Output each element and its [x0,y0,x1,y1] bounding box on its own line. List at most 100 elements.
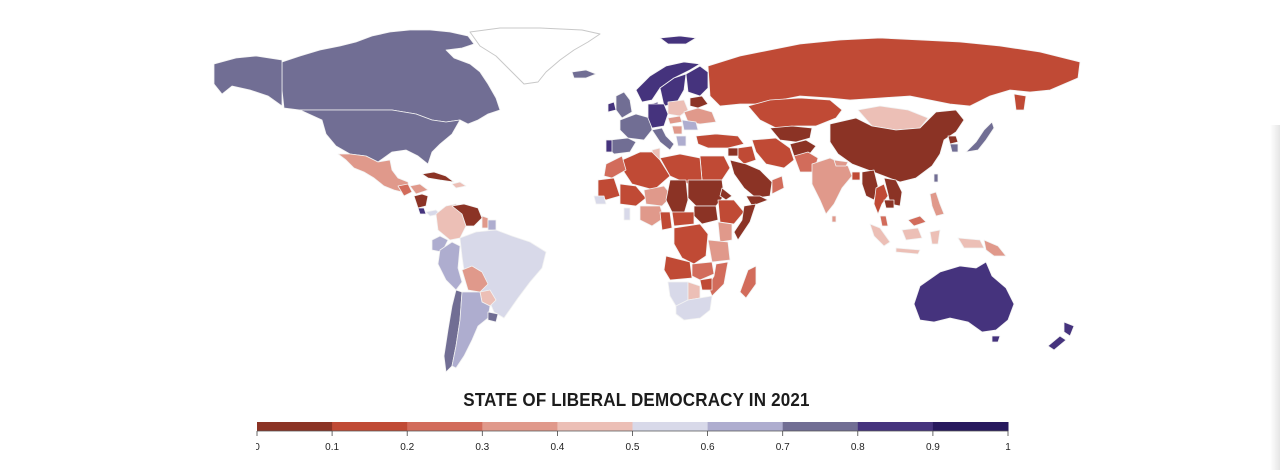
legend-swatch [707,422,784,431]
region-ireland[interactable] [607,101,617,113]
chart-title: STATE OF LIBERAL DEMOCRACY IN 2021 [463,389,810,410]
region-myanmar[interactable] [861,169,879,201]
region-tanzania[interactable] [707,239,731,263]
region-south-korea[interactable] [949,143,959,153]
region-united-states[interactable] [213,55,461,165]
region-serbia[interactable] [671,125,683,135]
region-thailand[interactable] [873,183,889,215]
legend-swatch [857,422,934,431]
legend-tick-label: 0.8 [851,442,865,453]
region-algeria[interactable] [621,151,671,191]
legend-tick-label: 0.2 [400,442,414,453]
region-nicaragua[interactable] [413,193,429,209]
region-syria[interactable] [727,147,739,157]
region-kenya[interactable] [717,221,733,243]
region-uruguay[interactable] [487,311,499,323]
legend-tick-label: 0.9 [926,442,940,453]
region-peru[interactable] [437,241,463,291]
region-mali[interactable] [619,183,647,207]
region-nepal[interactable] [833,159,849,167]
region-guatemala[interactable] [397,183,413,197]
region-malaysia[interactable] [879,215,927,227]
region-papua-new-guinea[interactable] [983,239,1007,257]
region-australia[interactable] [913,261,1015,343]
world-choropleth-map [213,27,1081,373]
region-sri-lanka[interactable] [831,215,837,223]
legend-tick-label: 0.7 [776,442,790,453]
region-greenland[interactable] [469,27,601,85]
region-saudi-arabia[interactable] [729,159,773,199]
region-oman[interactable] [771,175,785,195]
legend-swatch [332,422,408,431]
region-ethiopia[interactable] [717,199,745,225]
region-cuba[interactable] [421,171,455,183]
region-indochina[interactable] [883,177,903,207]
region-venezuela[interactable] [451,203,483,227]
legend-tick-label: 0 [256,442,260,453]
region-somalia[interactable] [733,203,757,241]
region-belarus[interactable] [689,95,709,109]
region-south-sudan[interactable] [693,205,719,225]
region-indonesia[interactable] [869,223,985,255]
region-japan[interactable] [965,121,995,153]
region-madagascar[interactable] [739,265,757,299]
region-portugal[interactable] [605,139,613,153]
legend-swatch [632,422,709,431]
region-zambia[interactable] [691,261,715,281]
region-botswana[interactable] [687,281,701,301]
legend-tick-label: 0.1 [325,442,339,453]
legend-tick-label: 1 [1005,442,1011,453]
region-south-africa[interactable] [675,295,713,321]
region-senegal[interactable] [593,195,607,205]
region-greece[interactable] [675,135,687,147]
legend-swatch [782,422,859,431]
region-italy[interactable] [651,127,675,151]
region-dr-congo[interactable] [673,223,709,265]
region-france[interactable] [619,113,653,141]
region-china[interactable] [829,109,965,183]
legend-swatch [407,422,483,431]
region-chad[interactable] [665,179,689,215]
region-angola[interactable] [663,255,693,281]
region-turkey[interactable] [695,133,745,149]
region-north-korea[interactable] [947,135,959,145]
region-kazakhstan[interactable] [747,97,843,129]
region-bangladesh[interactable] [851,171,861,181]
region-romania[interactable] [681,119,699,131]
region-iraq[interactable] [737,145,757,165]
region-iceland[interactable] [571,69,597,79]
color-scale-legend: 0 0.1 0.2 0.3 0.4 0.5 0.6 0.7 0.8 0.9 1 [256,422,1011,453]
region-iran[interactable] [751,137,795,169]
region-afghanistan[interactable] [789,139,817,157]
region-central-asia[interactable] [769,125,813,143]
region-central-african-republic[interactable] [671,211,695,227]
region-nigeria[interactable] [639,205,665,227]
region-yemen[interactable] [745,195,769,207]
region-cameroon[interactable] [659,211,673,231]
legend-swatch [557,422,633,431]
region-hispaniola[interactable] [451,181,467,189]
region-germany[interactable] [647,103,669,129]
region-mauritania[interactable] [597,177,621,201]
region-philippines[interactable] [929,191,945,217]
region-finland[interactable] [685,65,709,97]
region-zimbabwe[interactable] [699,277,713,291]
region-svalbard[interactable] [659,35,697,45]
region-taiwan[interactable] [933,173,939,183]
legend-tick-label: 0.3 [475,442,489,453]
region-bolivia[interactable] [461,265,489,293]
legend-swatch [482,422,558,431]
region-new-zealand[interactable] [1047,321,1075,351]
region-guyana[interactable] [481,215,489,229]
region-honduras[interactable] [409,183,429,195]
region-ghana[interactable] [623,207,631,221]
region-united-kingdom[interactable] [615,91,633,119]
region-costa-rica[interactable] [417,207,427,215]
region-morocco[interactable] [603,155,627,179]
region-egypt[interactable] [699,155,731,181]
region-russia[interactable] [707,37,1081,111]
region-hungary[interactable] [667,115,683,125]
region-suriname[interactable] [487,219,497,231]
region-argentina[interactable] [451,291,491,369]
region-cambodia[interactable] [883,199,895,209]
